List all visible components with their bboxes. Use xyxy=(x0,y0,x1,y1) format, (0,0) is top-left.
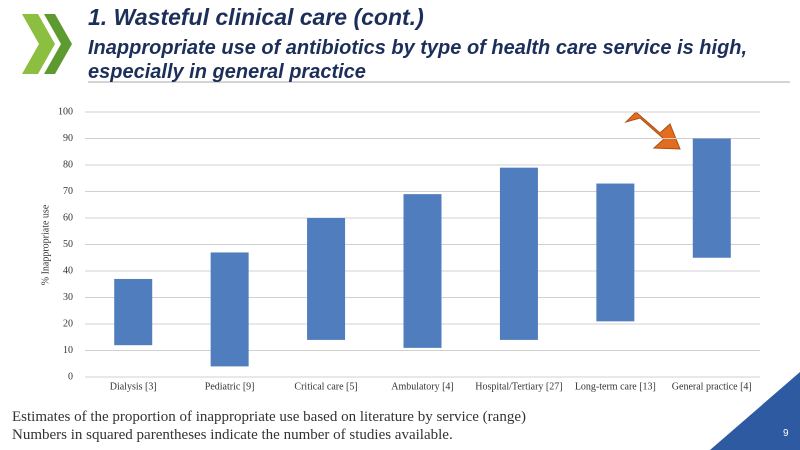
y-tick-label: 70 xyxy=(63,186,73,197)
y-tick-label: 0 xyxy=(68,371,73,382)
x-tick-label: General practice [4] xyxy=(672,381,752,392)
subtitle: Inappropriate use of antibiotics by type… xyxy=(88,37,748,83)
corner xyxy=(710,372,800,450)
bar xyxy=(114,278,153,346)
bar xyxy=(307,218,346,340)
x-tick-label: Pediatric [9] xyxy=(205,381,255,392)
title: 1. Wasteful clinical care (cont.) xyxy=(88,4,424,30)
y-axis-label: % Inappropriate use xyxy=(40,204,51,285)
y-tick-label: 10 xyxy=(63,345,73,356)
page-number: 9 xyxy=(783,428,789,439)
y-tick-label: 20 xyxy=(63,318,73,329)
y-tick-label: 100 xyxy=(58,106,73,117)
note: Estimates of the proportion of inappropr… xyxy=(12,409,526,425)
x-tick-label: Critical care [5] xyxy=(294,381,357,392)
bar xyxy=(403,194,442,348)
y-tick-label: 50 xyxy=(63,239,73,250)
y-tick-label: 80 xyxy=(63,159,73,170)
bar xyxy=(210,252,249,367)
logo xyxy=(44,14,72,74)
bar xyxy=(596,183,635,322)
note: Numbers in squared parentheses indicate … xyxy=(12,427,453,443)
x-tick-label: Hospital/Tertiary [27] xyxy=(475,381,562,392)
y-tick-label: 30 xyxy=(63,292,73,303)
bar xyxy=(692,138,731,258)
y-tick-label: 90 xyxy=(63,133,73,144)
y-tick-label: 60 xyxy=(63,212,73,223)
arrow xyxy=(624,111,681,150)
logo xyxy=(22,14,55,74)
x-tick-label: Ambulatory [4] xyxy=(391,381,454,392)
x-tick-label: Long-term care [13] xyxy=(575,381,656,392)
y-tick-label: 40 xyxy=(63,265,73,276)
bar xyxy=(499,167,538,340)
notes: Estimates of the proportion of inappropr… xyxy=(12,408,526,444)
x-tick-label: Dialysis [3] xyxy=(110,381,157,392)
